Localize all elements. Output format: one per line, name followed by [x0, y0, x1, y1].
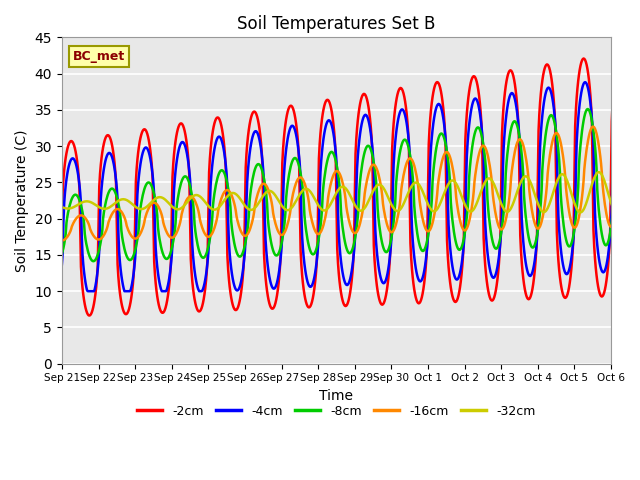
Text: BC_met: BC_met [73, 50, 125, 63]
Y-axis label: Soil Temperature (C): Soil Temperature (C) [15, 129, 29, 272]
X-axis label: Time: Time [319, 389, 353, 403]
Legend: -2cm, -4cm, -8cm, -16cm, -32cm: -2cm, -4cm, -8cm, -16cm, -32cm [132, 400, 541, 423]
Title: Soil Temperatures Set B: Soil Temperatures Set B [237, 15, 436, 33]
